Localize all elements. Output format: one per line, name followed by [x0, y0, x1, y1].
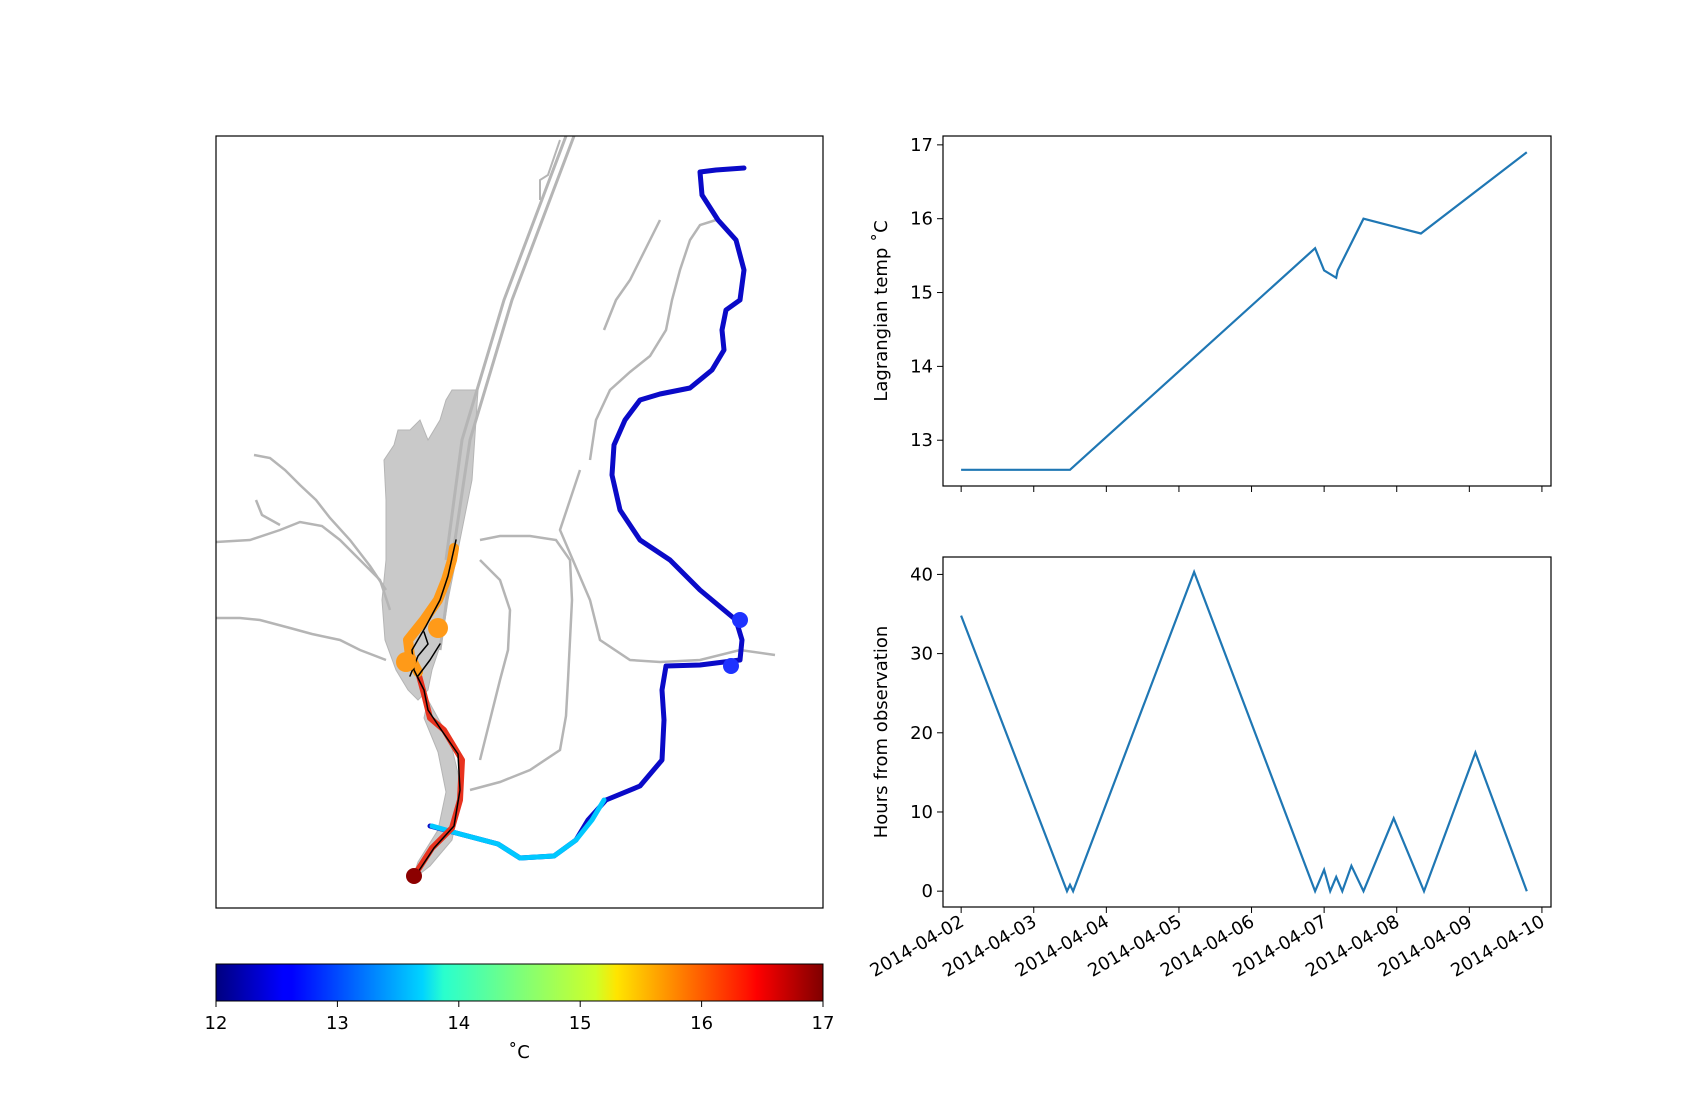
colorbar-gradient — [215, 963, 824, 1002]
start-marker-red — [406, 868, 422, 884]
ytick-label: 10 — [910, 802, 933, 823]
colorbar-tick-label: 15 — [569, 1013, 592, 1034]
ship-channel-3 — [539, 139, 561, 200]
estuary-land — [381, 389, 479, 701]
marker-blue-1 — [732, 612, 748, 628]
colorbar-ticks: 12 13 14 15 16 17 — [205, 1001, 835, 1034]
map-panel — [215, 135, 824, 909]
hours-chart: 0 10 20 30 40 2014-04-022014-04-032014-04-04… — [867, 556, 1552, 982]
map-frame — [215, 135, 824, 909]
ytick-label: 20 — [910, 723, 933, 744]
colorbar-tick-label: 16 — [690, 1013, 713, 1034]
colorbar-tick-label: 13 — [326, 1013, 349, 1034]
ytick-label: 30 — [910, 644, 933, 665]
marker-blue-2 — [723, 658, 739, 674]
ytick-label: 0 — [922, 881, 933, 902]
ytick-label: 16 — [910, 209, 933, 230]
marker-orange-2 — [396, 652, 416, 672]
blue-trajectory — [427, 165, 747, 861]
hours-chart-xticks: 2014-04-022014-04-032014-04-042014-04-05… — [867, 907, 1548, 982]
cyan-segment — [429, 797, 607, 861]
ship-channel — [438, 136, 576, 651]
colorbar-tick-label: 12 — [205, 1013, 228, 1034]
colorbar-label: ˚C — [508, 1042, 530, 1063]
ytick-label: 14 — [910, 356, 933, 377]
temp-chart-ylabel: Lagrangian temp ˚C — [871, 220, 892, 401]
ytick-label: 15 — [910, 283, 933, 304]
colorbar-tick-label: 17 — [812, 1013, 835, 1034]
ytick-label: 40 — [910, 564, 933, 585]
colorbar-tick-label: 14 — [447, 1013, 470, 1034]
ship-channel-2 — [444, 136, 568, 561]
ytick-label: 17 — [910, 135, 933, 156]
temp-chart-xticks — [960, 486, 1543, 492]
ytick-label: 13 — [910, 430, 933, 451]
temp-chart-yticks: 13 14 15 16 17 — [910, 135, 943, 451]
tributaries — [216, 218, 776, 792]
temp-series-line — [961, 151, 1528, 471]
temp-chart-frame — [942, 135, 1552, 487]
hours-chart-frame — [942, 556, 1552, 908]
marker-orange-1 — [428, 618, 448, 638]
map-content — [216, 136, 776, 884]
hours-series-line — [960, 568, 1528, 895]
hours-chart-yticks: 0 10 20 30 40 — [910, 564, 943, 902]
colorbar: 12 13 14 15 16 17 ˚C — [205, 963, 835, 1063]
temp-chart: 13 14 15 16 17 Lagrangian temp ˚C — [871, 135, 1552, 492]
hours-chart-ylabel: Hours from observation — [871, 626, 892, 839]
